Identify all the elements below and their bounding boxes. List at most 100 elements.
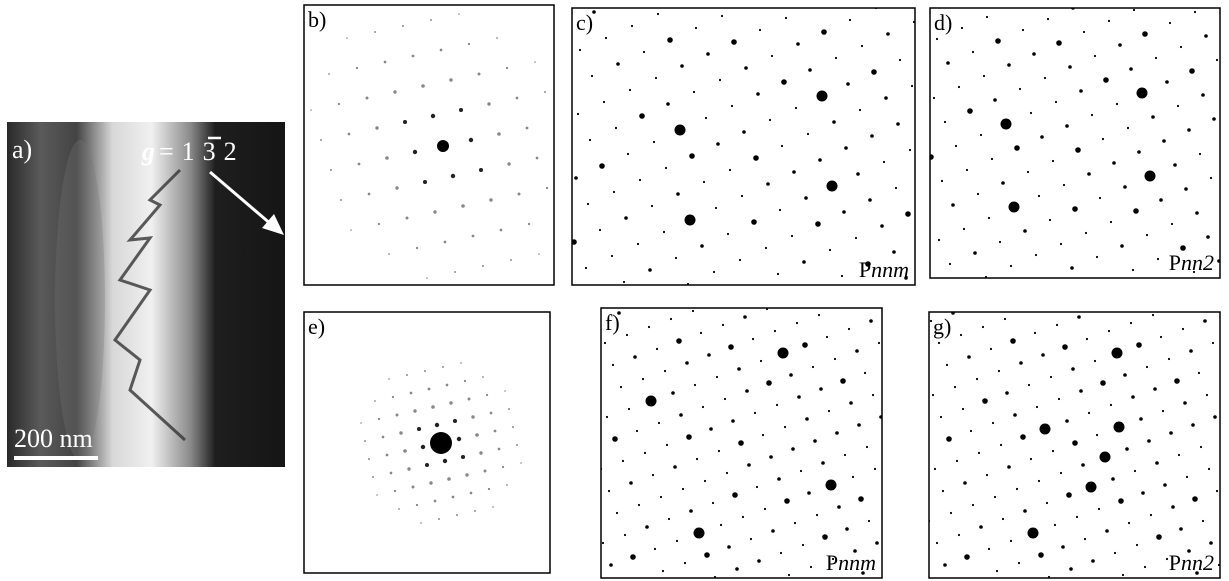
diffraction-spot <box>870 134 874 138</box>
diffraction-spot <box>417 427 421 431</box>
diffraction-spot <box>1030 112 1032 114</box>
diffraction-spot <box>657 13 659 15</box>
diffraction-spot <box>1146 234 1148 236</box>
diffraction-spot <box>639 113 645 119</box>
diffraction-spot <box>826 480 837 491</box>
diffraction-spot <box>1169 22 1171 24</box>
diffraction-spot <box>928 154 934 160</box>
diffraction-spot <box>1110 221 1112 223</box>
diffraction-spot <box>1072 206 1078 212</box>
diffraction-spot <box>612 364 614 366</box>
diffraction-spot <box>1127 127 1129 129</box>
symbol: nnm <box>838 550 876 575</box>
diffraction-spot <box>613 191 615 193</box>
diffraction-spot <box>1079 389 1083 393</box>
diffraction-spot <box>416 504 418 506</box>
diffraction-spot <box>340 199 342 201</box>
diffraction-spot <box>991 158 993 160</box>
diffraction-spot <box>1086 338 1088 340</box>
diffraction-spot <box>1072 440 1078 446</box>
diffraction-spot <box>1136 544 1138 546</box>
diffraction-spot <box>827 181 838 192</box>
diffraction-spot <box>1038 480 1040 482</box>
diffraction-spot <box>500 229 503 232</box>
diffraction-spot <box>694 384 696 386</box>
diffraction-spot <box>1186 476 1188 478</box>
diffraction-spot <box>490 412 493 415</box>
diffraction-spot <box>1079 89 1083 93</box>
panel: b) <box>304 5 554 285</box>
diffraction-spot <box>1075 147 1081 153</box>
diffraction-spot <box>1133 9 1135 11</box>
diffraction-spot <box>1169 431 1173 435</box>
diffraction-spot <box>777 273 779 275</box>
diffraction-spot <box>1105 529 1109 533</box>
diffraction-spot <box>655 77 657 79</box>
diffraction-spot <box>1018 562 1020 564</box>
diffraction-spot <box>808 68 812 72</box>
diffraction-spot <box>946 61 950 65</box>
diffraction-spot <box>791 235 793 237</box>
diffraction-spot <box>785 17 787 19</box>
diffraction-spot <box>526 127 529 130</box>
diffraction-spot <box>406 217 409 220</box>
lattice: P <box>859 257 871 282</box>
diffraction-spot <box>721 15 723 17</box>
diffraction-spot <box>1137 150 1141 154</box>
diffraction-spot <box>819 387 823 391</box>
diffraction-spot <box>1204 34 1208 38</box>
diffraction-spot <box>759 29 761 31</box>
diffraction-spot <box>469 138 473 142</box>
diffraction-spot <box>1122 574 1124 576</box>
diffraction-spot <box>788 574 790 576</box>
diffraction-spot <box>769 455 773 459</box>
diffraction-spot <box>818 314 820 316</box>
diffraction-spot <box>360 422 362 424</box>
g-index: 1 <box>182 137 195 166</box>
diffraction-spot <box>1065 124 1069 128</box>
diffraction-spot <box>658 422 660 424</box>
diffraction-spot <box>728 344 734 350</box>
diffraction-spot <box>574 176 578 180</box>
diffraction-spot <box>861 45 863 47</box>
panel: c)Pnnm <box>571 7 915 285</box>
diffraction-spot <box>585 267 587 269</box>
diffraction-spot <box>394 490 396 492</box>
diffraction-spot <box>796 322 798 324</box>
diffraction-spot <box>780 552 782 554</box>
diffraction-spot <box>834 358 836 360</box>
diffraction-spot <box>534 61 536 63</box>
diffraction-spot <box>1130 322 1132 324</box>
diffraction-spot <box>1123 373 1127 377</box>
diffraction-spot <box>943 563 947 567</box>
diffraction-spot <box>426 277 428 279</box>
diffraction-spot <box>1034 332 1036 334</box>
diffraction-spot <box>398 508 400 510</box>
diffraction-spot <box>875 7 877 9</box>
diffraction-spot <box>884 96 888 100</box>
lattice: P <box>826 550 838 575</box>
diffraction-spot <box>804 196 808 200</box>
diffraction-spot <box>472 235 475 238</box>
diffraction-spot <box>988 548 990 550</box>
diffraction-spot <box>612 436 618 442</box>
diffraction-spot <box>1091 559 1095 563</box>
diffraction-spot <box>1151 115 1155 119</box>
diffraction-spot <box>794 522 796 524</box>
diffraction-spot <box>599 229 601 231</box>
diffraction-spot <box>338 103 340 105</box>
diffraction-spot <box>700 244 704 248</box>
diffraction-spot <box>412 486 415 489</box>
diffraction-spot <box>1178 454 1180 456</box>
diffraction-spot <box>502 466 504 468</box>
diffraction-spot <box>938 342 940 344</box>
diffraction-spot <box>795 107 797 109</box>
diffraction-spot <box>507 162 510 165</box>
diffraction-spot <box>869 319 873 323</box>
diffraction-spot <box>855 237 857 239</box>
diffraction-spot <box>802 342 808 348</box>
diffraction-spot <box>1139 417 1143 421</box>
diffraction-spot <box>431 405 435 409</box>
diffraction-spot <box>1114 422 1125 433</box>
space-group: Pnn2 <box>1169 250 1214 275</box>
